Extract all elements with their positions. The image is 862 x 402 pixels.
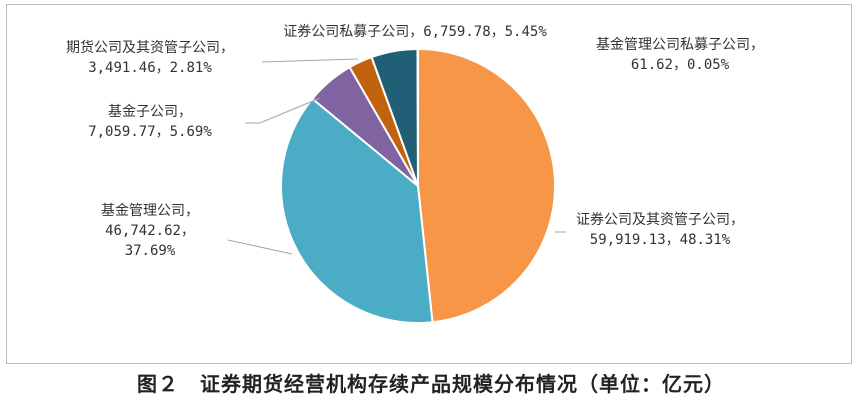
pie-chart: 证券公司及其资管子公司， 59,919.13，48.31% 基金管理公司， 46,74… [66,24,764,324]
data-label-6: 基金管理公司私募子公司， 61.62，0.05% [596,36,764,73]
leader-line-2 [227,239,293,255]
leader-line-3 [245,97,321,124]
pie-slice-2 [280,97,434,324]
data-label-4: 期货公司及其资管子公司， 3,491.46，2.81% [66,39,234,76]
data-label-1: 证券公司及其资管子公司， 59,919.13，48.31% [576,212,744,248]
pie-slice-1 [417,47,557,324]
leader-line-4 [261,58,359,63]
data-label-2: 基金管理公司， 46,742.62， 37.69% [101,202,199,259]
data-label-5: 证券公司私募子公司，6,759.78，5.45% [283,24,547,40]
data-label-3: 基金子公司， 7,059.77，5.69% [88,103,212,140]
figure-caption: 图２ 证券期货经营机构存续产品规模分布情况（单位：亿元） [137,372,725,396]
